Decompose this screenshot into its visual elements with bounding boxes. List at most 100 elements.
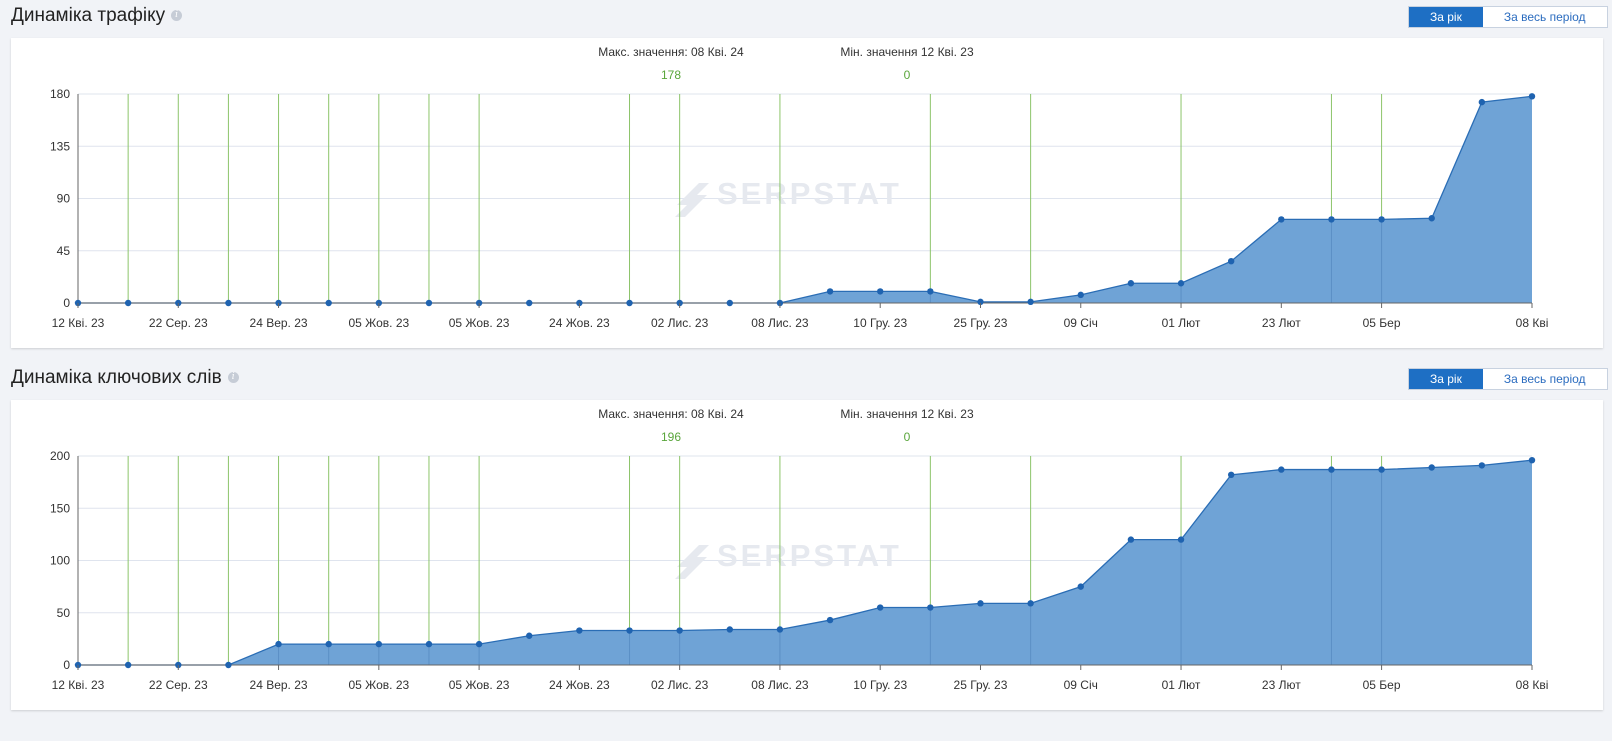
data-point xyxy=(325,299,332,307)
x-tick-label: 05 Жов. 23 xyxy=(348,316,409,330)
data-point xyxy=(175,661,182,669)
data-point xyxy=(1227,258,1235,265)
y-tick-label: 45 xyxy=(57,244,71,258)
serpstat-logo-icon xyxy=(675,545,709,579)
data-point xyxy=(927,604,934,611)
data-point xyxy=(425,640,433,648)
keywords-chart: Макс. значення: 08 Кві. 24 196 Мін. значен… xyxy=(50,407,1549,692)
section-header: Динаміка трафіку i За рік За весь період xyxy=(0,0,1612,36)
period-year-button[interactable]: За рік xyxy=(1409,7,1483,27)
section-title: Динаміка трафіку i xyxy=(11,5,183,27)
keywords-chart-panel: Макс. значення: 08 Кві. 24 196 Мін. значен… xyxy=(11,400,1603,710)
data-point xyxy=(1227,471,1235,479)
x-tick-label: 24 Вер. 23 xyxy=(250,316,308,330)
section-title: Динаміка ключових слів i xyxy=(11,367,239,389)
x-tick-label: 22 Сер. 23 xyxy=(149,316,208,330)
data-point xyxy=(576,627,583,634)
data-point xyxy=(475,640,483,648)
x-tick-label: 23 Лют xyxy=(1262,678,1301,692)
data-point xyxy=(1027,600,1034,607)
data-point xyxy=(225,661,232,669)
x-tick-label: 05 Бер xyxy=(1363,316,1401,330)
y-tick-label: 0 xyxy=(63,658,70,672)
data-point xyxy=(1478,98,1486,106)
x-tick-label: 24 Вер. 23 xyxy=(250,678,308,692)
x-tick-label: 10 Гру. 23 xyxy=(853,316,907,330)
data-point xyxy=(1478,462,1486,469)
y-tick-label: 50 xyxy=(57,606,71,620)
watermark-text: SERPSTAT xyxy=(717,176,902,211)
max-value-label: Макс. значення: 08 Кві. 24 xyxy=(598,407,744,421)
data-point xyxy=(275,640,282,648)
x-tick-label: 09 Січ xyxy=(1064,316,1098,330)
data-point xyxy=(877,288,884,295)
x-tick-label: 22 Сер. 23 xyxy=(149,678,208,692)
min-value-label: Мін. значення 12 Кві. 23 xyxy=(840,45,974,59)
data-point xyxy=(726,299,733,307)
period-all-button[interactable]: За весь період xyxy=(1503,372,1586,386)
x-tick-label: 05 Жов. 23 xyxy=(449,678,510,692)
data-point xyxy=(1378,466,1385,473)
period-year-button[interactable]: За рік xyxy=(1409,369,1483,389)
data-point xyxy=(325,640,332,648)
data-point xyxy=(225,299,232,307)
traffic-chart-panel: Макс. значення: 08 Кві. 24 178 Мін. значен… xyxy=(11,38,1603,348)
x-tick-label: 01 Лют xyxy=(1162,678,1201,692)
min-value: 0 xyxy=(904,430,911,444)
data-point xyxy=(1278,466,1285,473)
y-tick-label: 135 xyxy=(50,139,70,153)
x-tick-label: 02 Лис. 23 xyxy=(651,316,709,330)
min-value-label: Мін. значення 12 Кві. 23 xyxy=(840,407,974,421)
data-point xyxy=(977,298,984,306)
x-tick-label: 24 Жов. 23 xyxy=(549,316,610,330)
x-tick-label: 08 Лис. 23 xyxy=(751,678,809,692)
serpstat-logo-icon xyxy=(675,183,709,217)
data-point xyxy=(1077,291,1084,299)
x-tick-label: 05 Бер xyxy=(1363,678,1401,692)
series-area xyxy=(78,460,1532,665)
data-point xyxy=(1027,298,1034,306)
data-point xyxy=(1278,216,1285,223)
x-tick-label: 09 Січ xyxy=(1064,678,1098,692)
data-point xyxy=(826,288,834,295)
y-tick-label: 150 xyxy=(50,501,70,515)
watermark-text: SERPSTAT xyxy=(717,538,902,573)
x-tick-label: 08 Кві xyxy=(1516,316,1549,330)
x-tick-label: 08 Лис. 23 xyxy=(751,316,809,330)
info-icon[interactable]: i xyxy=(227,372,239,384)
period-toggle: За рік За весь період xyxy=(1408,368,1608,390)
y-tick-label: 0 xyxy=(63,296,70,310)
x-tick-label: 23 Лют xyxy=(1262,316,1301,330)
max-value: 196 xyxy=(661,430,681,444)
data-point xyxy=(124,299,132,307)
section-title-text: Динаміка трафіку xyxy=(11,5,166,26)
watermark: SERPSTAT xyxy=(675,176,902,217)
data-point xyxy=(74,661,82,669)
min-value: 0 xyxy=(904,68,911,82)
data-point xyxy=(1077,583,1084,590)
data-point xyxy=(1127,280,1135,287)
section-header: Динаміка ключових слів i За рік За весь п… xyxy=(0,362,1612,398)
y-tick-label: 180 xyxy=(50,87,70,101)
data-point xyxy=(1177,280,1185,287)
info-icon[interactable]: i xyxy=(171,10,183,22)
watermark: SERPSTAT xyxy=(675,538,902,579)
series-area xyxy=(78,96,1532,303)
data-point xyxy=(676,627,683,634)
y-tick-label: 200 xyxy=(50,449,70,463)
x-tick-label: 05 Жов. 23 xyxy=(348,678,409,692)
data-point xyxy=(526,632,533,639)
data-point xyxy=(626,627,633,634)
data-point xyxy=(977,600,984,607)
x-tick-label: 08 Кві xyxy=(1516,678,1549,692)
data-point xyxy=(726,626,733,633)
data-point xyxy=(1428,215,1435,222)
data-point xyxy=(425,299,433,307)
data-point xyxy=(927,288,934,295)
data-point xyxy=(776,626,784,633)
x-tick-label: 25 Гру. 23 xyxy=(954,316,1008,330)
data-point xyxy=(124,661,132,669)
period-toggle: За рік За весь період xyxy=(1408,6,1608,28)
period-all-button[interactable]: За весь період xyxy=(1503,10,1586,24)
traffic-chart: Макс. значення: 08 Кві. 24 178 Мін. значен… xyxy=(50,45,1549,330)
